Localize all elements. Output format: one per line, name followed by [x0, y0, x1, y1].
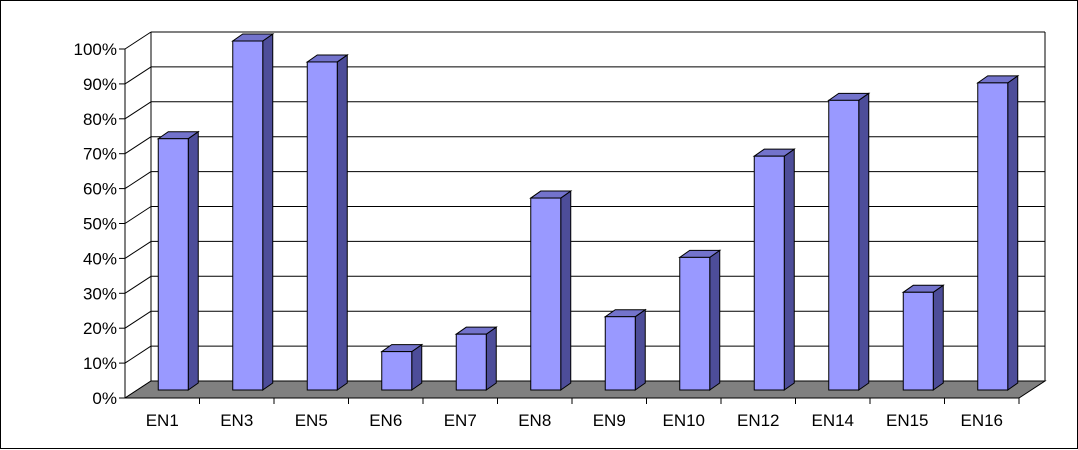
bar-side: [634, 308, 646, 391]
bar-side: [783, 148, 795, 391]
bars: [156, 33, 1020, 391]
x-tick-label: EN6: [369, 411, 402, 430]
x-tick-label: EN9: [593, 411, 626, 430]
x-tick-label: EN3: [220, 411, 253, 430]
bar-side: [485, 326, 497, 391]
y-tick-label: 30%: [83, 284, 117, 303]
bar-EN10: [678, 249, 722, 391]
bar-side: [858, 92, 870, 391]
x-tick-labels: EN1 EN3 EN5 EN6 EN7 EN8 EN9 EN10 EN12 EN14 EN15 EN1…: [146, 411, 1003, 430]
x-tick-label: EN16: [960, 411, 1003, 430]
gridline-depth: [124, 171, 152, 190]
gridline-depth: [124, 310, 152, 329]
bar-front: [530, 197, 562, 391]
bar-front: [232, 40, 264, 391]
y-tick-label: 60%: [83, 180, 117, 199]
axes: [119, 32, 1046, 404]
bar-EN12: [752, 148, 796, 391]
gridlines: [124, 31, 1045, 399]
bar-front: [977, 82, 1009, 391]
gridline-depth: [124, 101, 152, 120]
gridline-depth: [124, 275, 152, 294]
bar-EN9: [603, 308, 647, 391]
bar-side: [560, 190, 572, 391]
bar-front: [455, 333, 487, 391]
bar-front: [604, 316, 636, 391]
bar-EN1: [156, 130, 200, 391]
y-tick-label: 100%: [74, 40, 117, 59]
bar-EN3: [231, 33, 275, 391]
bar-front: [828, 99, 860, 391]
x-tick-label: EN8: [518, 411, 551, 430]
y-tick-label: 40%: [83, 249, 117, 268]
bar-EN5: [305, 53, 349, 391]
gridline-depth: [124, 206, 152, 224]
bar-EN15: [901, 284, 945, 391]
bar-EN14: [827, 92, 871, 391]
bar-side: [262, 33, 274, 391]
bar-EN8: [529, 190, 573, 391]
bar-front: [381, 351, 413, 391]
bar-side: [187, 130, 199, 391]
bar-side: [1007, 74, 1019, 391]
gridline-depth: [124, 345, 152, 364]
x-tick-label: EN7: [444, 411, 477, 430]
bar-front: [306, 61, 338, 391]
bar-side: [932, 284, 944, 391]
y-tick-label: 50%: [83, 215, 117, 234]
y-tick-label: 20%: [83, 319, 117, 338]
gridline-depth: [124, 240, 152, 259]
bar-front: [753, 155, 785, 391]
gridline-depth: [124, 136, 152, 155]
y-tick-label: 0%: [92, 389, 117, 408]
y-tick-labels: 0% 10% 20% 30% 40% 50% 60% 70% 80% 90% 100%: [74, 40, 117, 408]
x-tick-label: EN15: [886, 411, 929, 430]
y-tick-label: 80%: [83, 110, 117, 129]
y-tick-label: 70%: [83, 145, 117, 164]
x-tick-label: EN10: [662, 411, 705, 430]
bar-side: [336, 53, 348, 391]
bar-front: [157, 138, 189, 391]
x-tick-label: EN12: [737, 411, 780, 430]
x-tick-label: EN5: [295, 411, 328, 430]
y-tick-label: 10%: [83, 354, 117, 373]
gridline-depth: [124, 31, 152, 50]
bar-EN7: [454, 326, 498, 391]
bar-EN6: [380, 343, 424, 391]
bar-front: [679, 256, 711, 391]
bar-front: [902, 291, 934, 391]
bar-EN16: [976, 74, 1020, 391]
x-tick-label: EN1: [146, 411, 179, 430]
gridline-depth: [124, 66, 152, 85]
y-tick-label: 90%: [83, 75, 117, 94]
bar-side: [411, 343, 423, 391]
x-tick-label: EN14: [811, 411, 854, 430]
bar-side: [709, 249, 721, 391]
